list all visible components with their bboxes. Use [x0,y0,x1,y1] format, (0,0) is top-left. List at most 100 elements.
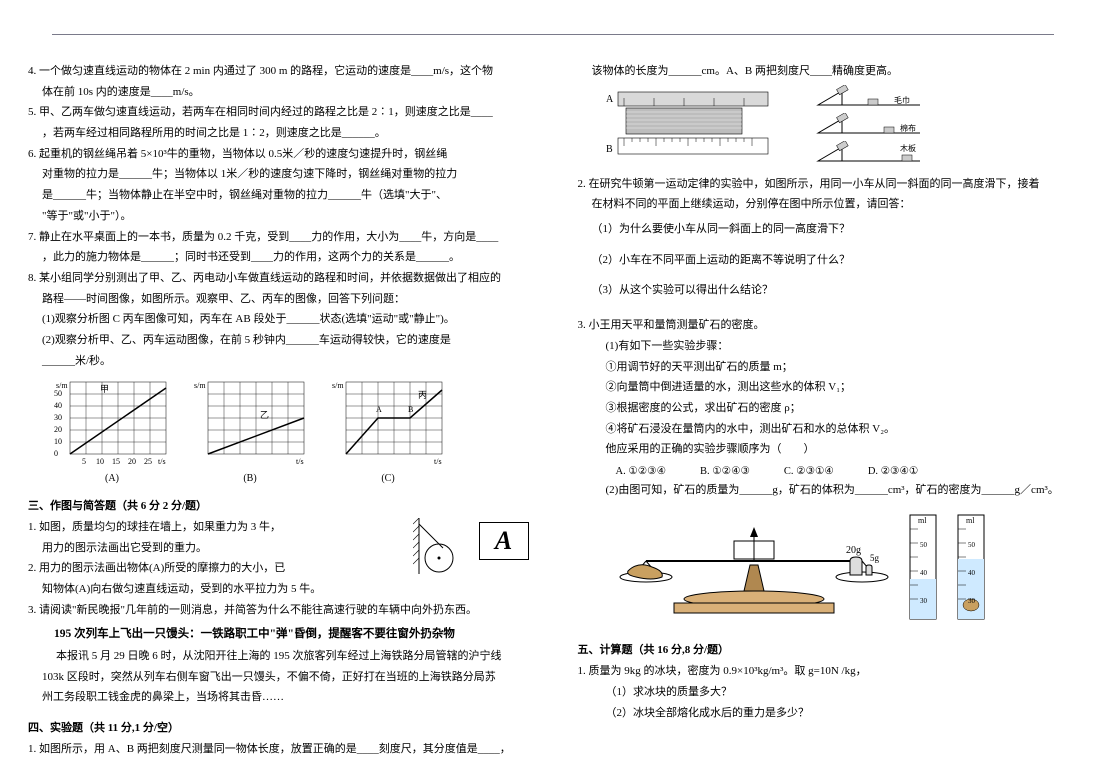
svg-text:毛巾: 毛巾 [894,95,910,105]
section-4-title: 四、实验题（共 11 分,1 分/空） [28,719,529,738]
question-7: 7. 静止在水平桌面上的一本书，质量为 0.2 千克，受到____力的作用，大小… [28,228,529,247]
slope-figures: 毛巾 棉布 木板 [814,85,924,165]
opt-b: B. ①②④③ [700,463,750,481]
left-column: 4. 一个做匀速直线运动的物体在 2 min 内通过了 300 m 的路程，它运… [28,62,529,762]
svg-text:20: 20 [54,425,62,434]
question-6c: 是______牛；当物体静止在半空中时，钢丝绳对重物的拉力______牛（选填"… [28,186,529,205]
svg-text:50: 50 [968,541,976,549]
question-8: 8. 某小组同学分别测出了甲、乙、丙电动小车做直线运动的路程和时间，并依据数据做… [28,269,529,288]
options-row: A. ①②③④ B. ①②④③ C. ②③①④ D. ②③④① [616,463,1079,481]
block-a-figure: A [479,522,529,560]
balance-row: 20g 5g ml 50 40 30 [614,509,1079,627]
svg-text:A: A [376,405,382,414]
graph-b: 乙 s/m t/s (B) [190,378,310,487]
section-3-title: 三、作图与简答题（共 6 分 2 分/题） [28,497,529,516]
question-8e: ______米/秒。 [28,352,529,371]
weight-5g: 5g [870,553,880,563]
r3d: ③根据密度的公式，求出矿石的密度 ρ； [578,399,1079,418]
ruler-figure: A B [604,90,774,160]
r2e: （3）从这个实验可以得出什么结论？ [578,281,1079,300]
graph-c-label: (C) [328,470,448,487]
svg-text:10: 10 [54,437,62,446]
svg-text:s/m: s/m [194,381,206,390]
svg-text:25: 25 [144,457,152,466]
s3-q1a: 1. 如图，质量均匀的球挂在墙上，如果重力为 3 牛， [28,518,403,537]
r2: 2. 在研究牛顿第一运动定律的实验中，如图所示，用同一小车从同一斜面的同一高度滑… [578,175,1079,194]
svg-text:t/s: t/s [296,457,304,466]
news-headline: 195 次列车上飞出一只馒头：一铁路职工中"弹"昏倒，提醒客不要往窗外扔杂物 [54,625,529,645]
ruler-figure-row: A B [604,85,1079,165]
svg-text:丙: 丙 [418,390,427,400]
svg-text:A: A [606,94,614,105]
graph-b-label: (B) [190,470,310,487]
r3g: (2)由图可知，矿石的质量为______g，矿石的体积为______cm³，矿石… [578,481,1079,500]
opt-d: D. ②③④① [868,463,919,481]
question-6d: "等于"或"小于"）。 [28,207,529,226]
s4-q1: 1. 如图所示，用 A、B 两把刻度尺测量同一物体长度，放置正确的是____刻度… [28,740,529,759]
svg-text:30: 30 [968,597,976,605]
s5-q1a: （1）求冰块的质量多大？ [578,683,1079,702]
r1: 该物体的长度为______cm。A、B 两把刻度尺____精确度更高。 [578,62,1079,81]
r3a: (1)有如下一些实验步骤： [578,337,1079,356]
news-body-3: 州工务段职工钱金虎的鼻梁上，当场将其击昏…… [28,688,529,707]
opt-c: C. ②③①④ [784,463,834,481]
balance-figure: 20g 5g [614,517,894,627]
graph-c: A B 丙 s/m t/s (C) [328,378,448,487]
svg-text:甲: 甲 [100,384,109,394]
svg-text:20: 20 [128,457,136,466]
weight-20g: 20g [846,545,861,556]
question-4b: 体在前 10s 内的速度是____m/s。 [28,83,529,102]
r3: 3. 小王用天平和量筒测量矿石的密度。 [578,316,1079,335]
question-5: 5. 甲、乙两车做匀速直线运动，若两车在相同时间内经过的路程之比是 2∶1，则速… [28,103,529,122]
s5-q1b: （2）冰块全部熔化成水后的重力是多少？ [578,704,1079,723]
s5-q1: 1. 质量为 9kg 的冰块，密度为 0.9×10³kg/m³。取 g=10N … [578,662,1079,681]
question-8c: (1)观察分析图 C 丙车图像可知，丙车在 AB 段处于______状态(选填"… [28,310,529,329]
svg-text:t/s: t/s [158,457,166,466]
r2b: 在材料不同的平面上继续运动，分别停在图中所示位置，请回答： [578,195,1079,214]
news-body-2: 103k 区段时，突然从列车右侧车窗飞出一只馒头，不偏不倚，正好打在当班的上海铁… [28,668,529,687]
r2d: （2）小车在不同平面上运动的距离不等说明了什么？ [578,251,1079,270]
svg-text:B: B [606,144,613,155]
svg-text:50: 50 [920,541,928,549]
question-8b: 路程——时间图像，如图所示。观察甲、乙、丙车的图像，回答下列问题： [28,290,529,309]
news-body-1: 本报讯 5 月 29 日晚 6 时，从沈阳开往上海的 195 次旅客列车经过上海… [28,647,529,666]
cylinder-1: ml 50 40 30 [902,509,942,627]
svg-text:ml: ml [966,516,975,525]
svg-text:B: B [408,405,413,414]
svg-text:ml: ml [918,516,927,525]
ball-wall-figure [413,518,469,578]
r2c: （1）为什么要使小车从同一斜面上的同一高度滑下？ [578,220,1079,239]
svg-text:0: 0 [54,449,58,458]
svg-text:t/s: t/s [434,457,442,466]
cylinder-2: ml 50 40 30 [950,509,990,627]
opt-a: A. ①②③④ [616,463,667,481]
page-columns: 4. 一个做匀速直线运动的物体在 2 min 内通过了 300 m 的路程，它运… [28,62,1078,762]
section-3-row: 1. 如图，质量均匀的球挂在墙上，如果重力为 3 牛， 用力的图示法画出它受到的… [28,518,529,601]
header-rule [52,34,1054,35]
section-5-title: 五、计算题（共 16 分,8 分/题） [578,641,1079,660]
graph-a-label: (A) [52,470,172,487]
r3b: ①用调节好的天平测出矿石的质量 m； [578,358,1079,377]
svg-text:乙: 乙 [260,410,269,420]
svg-text:50: 50 [54,389,62,398]
s3-q2b: 知物体(A)向右做匀速直线运动，受到的水平拉力为 5 牛。 [28,580,403,599]
svg-text:棉布: 棉布 [900,123,916,133]
question-6b: 对重物的拉力是______牛；当物体以 1米／秒的速度匀速下降时，钢丝绳对重物的… [28,165,529,184]
svg-text:15: 15 [112,457,120,466]
r3f: 他应采用的正确的实验步骤顺序为（ ） [578,440,1079,459]
r3e: ④将矿石浸没在量筒内的水中，测出矿石和水的总体积 V₂。 [578,420,1079,439]
graph-row: 甲 s/m 0 1020 3040 50 510 1520 25t/s (A) [52,378,529,487]
graph-a: 甲 s/m 0 1020 3040 50 510 1520 25t/s (A) [52,378,172,487]
svg-text:40: 40 [54,401,62,410]
question-7b: ，此力的施力物体是______；同时书还受到____力的作用，这两个力的关系是_… [28,248,529,267]
question-8d: (2)观察分析甲、乙、丙车运动图像，在前 5 秒钟内______车运动得较快，它… [28,331,529,350]
question-5b: ，若两车经过相同路程所用的时间之比是 1∶2，则速度之比是______。 [28,124,529,143]
svg-text:5: 5 [82,457,86,466]
svg-text:s/m: s/m [332,381,344,390]
question-6: 6. 起重机的钢丝绳吊着 5×10³牛的重物，当物体以 0.5米／秒的速度匀速提… [28,145,529,164]
svg-text:30: 30 [920,597,928,605]
r3c: ②向量筒中倒进适量的水，测出这些水的体积 V₁； [578,378,1079,397]
s3-q3: 3. 请阅读"新民晚报"几年前的一则消息，并简答为什么不能往高速行驶的车辆中向外… [28,601,529,620]
svg-text:10: 10 [96,457,104,466]
s3-q2a: 2. 用力的图示法画出物体(A)所受的摩擦力的大小，已 [28,559,403,578]
